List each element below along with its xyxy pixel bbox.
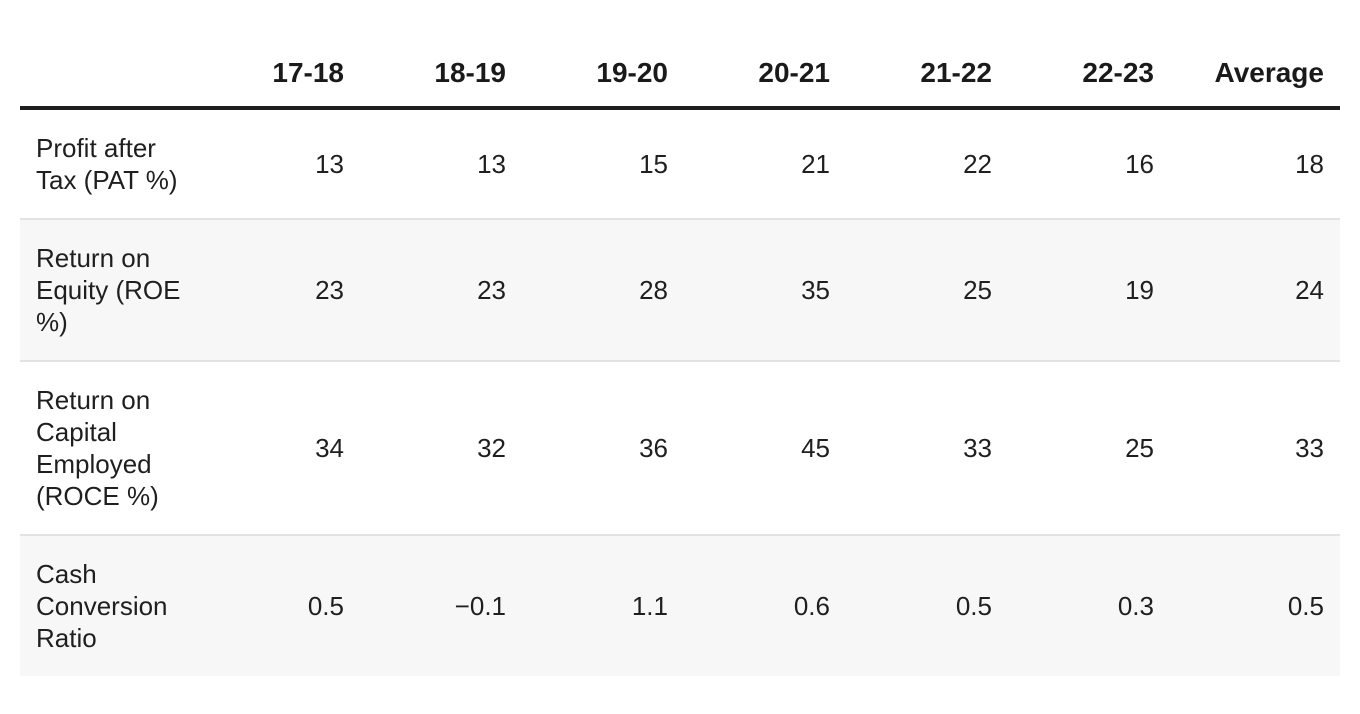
table-cell: −0.1 [360, 535, 522, 676]
table-cell: 25 [1008, 361, 1170, 536]
table-cell: 0.6 [684, 535, 846, 676]
table-cell: 13 [198, 108, 360, 220]
table-cell: 25 [846, 219, 1008, 362]
table-cell: 0.5 [198, 535, 360, 676]
table-cell: 23 [360, 219, 522, 362]
row-label: Cash Conversion Ratio [20, 535, 198, 676]
row-label: Profit after Tax (PAT %) [20, 108, 198, 220]
header-cell-label [20, 40, 198, 110]
table-row-cash-conversion: Cash Conversion Ratio 0.5 −0.1 1.1 0.6 0… [20, 535, 1340, 676]
table-cell: 19 [1008, 219, 1170, 362]
header-cell-21-22: 21-22 [846, 40, 1008, 110]
table-cell-average: 24 [1170, 219, 1340, 362]
header-cell-18-19: 18-19 [360, 40, 522, 110]
header-cell-17-18: 17-18 [198, 40, 360, 110]
table-cell: 28 [522, 219, 684, 362]
table-cell-average: 33 [1170, 361, 1340, 536]
table-cell: 45 [684, 361, 846, 536]
table-cell: 16 [1008, 108, 1170, 220]
table-body: Profit after Tax (PAT %) 13 13 15 21 22 … [20, 108, 1340, 676]
table-cell: 32 [360, 361, 522, 536]
header-cell-22-23: 22-23 [1008, 40, 1170, 110]
table-cell: 22 [846, 108, 1008, 220]
financial-metrics-table: 17-18 18-19 19-20 20-21 21-22 22-23 Aver… [20, 40, 1340, 676]
financial-metrics-table-container: 17-18 18-19 19-20 20-21 21-22 22-23 Aver… [20, 40, 1340, 676]
row-label: Return on Capital Employed (ROCE %) [20, 361, 198, 536]
table-row-roce: Return on Capital Employed (ROCE %) 34 3… [20, 361, 1340, 536]
table-header: 17-18 18-19 19-20 20-21 21-22 22-23 Aver… [20, 40, 1340, 110]
table-cell: 13 [360, 108, 522, 220]
table-cell: 0.5 [846, 535, 1008, 676]
table-cell: 1.1 [522, 535, 684, 676]
table-cell: 35 [684, 219, 846, 362]
header-cell-20-21: 20-21 [684, 40, 846, 110]
table-cell: 36 [522, 361, 684, 536]
table-cell: 15 [522, 108, 684, 220]
table-cell-average: 18 [1170, 108, 1340, 220]
table-cell-average: 0.5 [1170, 535, 1340, 676]
header-cell-average: Average [1170, 40, 1340, 110]
header-row: 17-18 18-19 19-20 20-21 21-22 22-23 Aver… [20, 40, 1340, 110]
table-row-pat: Profit after Tax (PAT %) 13 13 15 21 22 … [20, 108, 1340, 220]
table-cell: 33 [846, 361, 1008, 536]
header-cell-19-20: 19-20 [522, 40, 684, 110]
table-cell: 21 [684, 108, 846, 220]
table-row-roe: Return on Equity (ROE %) 23 23 28 35 25 … [20, 219, 1340, 362]
table-cell: 34 [198, 361, 360, 536]
table-cell: 0.3 [1008, 535, 1170, 676]
table-cell: 23 [198, 219, 360, 362]
row-label: Return on Equity (ROE %) [20, 219, 198, 362]
